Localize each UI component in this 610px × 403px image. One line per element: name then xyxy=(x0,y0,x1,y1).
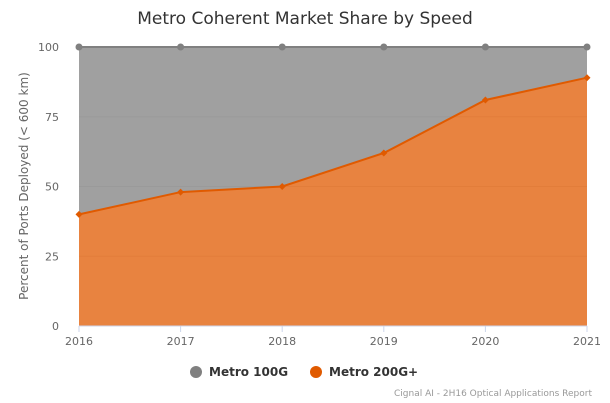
chart-title: Metro Coherent Market Share by Speed xyxy=(137,9,472,29)
data-point-metro-100g[interactable] xyxy=(583,43,591,51)
x-tick-label: 2018 xyxy=(268,335,296,348)
data-point-metro-100g[interactable] xyxy=(75,43,83,51)
data-point-metro-100g[interactable] xyxy=(278,43,286,51)
legend-marker-icon xyxy=(310,366,322,378)
y-tick-label: 0 xyxy=(52,320,59,333)
x-tick-label: 2021 xyxy=(573,335,601,348)
data-point-metro-200g[interactable] xyxy=(278,183,286,190)
data-point-metro-200g[interactable] xyxy=(481,96,489,104)
data-point-metro-200g[interactable] xyxy=(75,210,83,218)
y-axis-title: Percent of Ports Deployed (< 600 km) xyxy=(17,72,31,300)
y-tick-label: 50 xyxy=(45,181,59,194)
data-point-metro-200g[interactable] xyxy=(380,149,388,157)
y-tick-label: 100 xyxy=(38,41,59,54)
x-tick-label: 2017 xyxy=(167,335,195,348)
chart-credit: Cignal AI - 2H16 Optical Applications Re… xyxy=(394,389,592,399)
x-tick-label: 2020 xyxy=(471,335,499,348)
y-tick-label: 25 xyxy=(45,250,59,263)
legend-item[interactable]: Metro 200G+ xyxy=(310,365,418,379)
line-metro-200g xyxy=(78,76,588,216)
data-point-metro-200g[interactable] xyxy=(583,74,591,82)
y-tick-label: 75 xyxy=(45,111,59,124)
plot-area xyxy=(75,43,591,326)
data-point-metro-100g[interactable] xyxy=(380,43,388,51)
area-metro-100g xyxy=(79,47,587,215)
x-tick-label: 2016 xyxy=(65,335,93,348)
legend[interactable]: Metro 100G Metro 200G+ xyxy=(190,365,418,379)
area-metro-200g xyxy=(79,77,587,326)
legend-label: Metro 100G xyxy=(209,365,288,379)
data-point-metro-200g[interactable] xyxy=(177,188,185,196)
data-point-metro-100g[interactable] xyxy=(481,43,489,51)
y-axis: 0 25 50 75 100 xyxy=(38,41,59,333)
legend-label: Metro 200G+ xyxy=(329,365,418,379)
data-point-metro-100g[interactable] xyxy=(177,43,185,51)
legend-item[interactable]: Metro 100G xyxy=(190,365,288,379)
x-tick-label: 2019 xyxy=(370,335,398,348)
x-axis: 2016 2017 2018 2019 2020 2021 xyxy=(65,325,601,348)
legend-marker-icon xyxy=(190,366,202,378)
